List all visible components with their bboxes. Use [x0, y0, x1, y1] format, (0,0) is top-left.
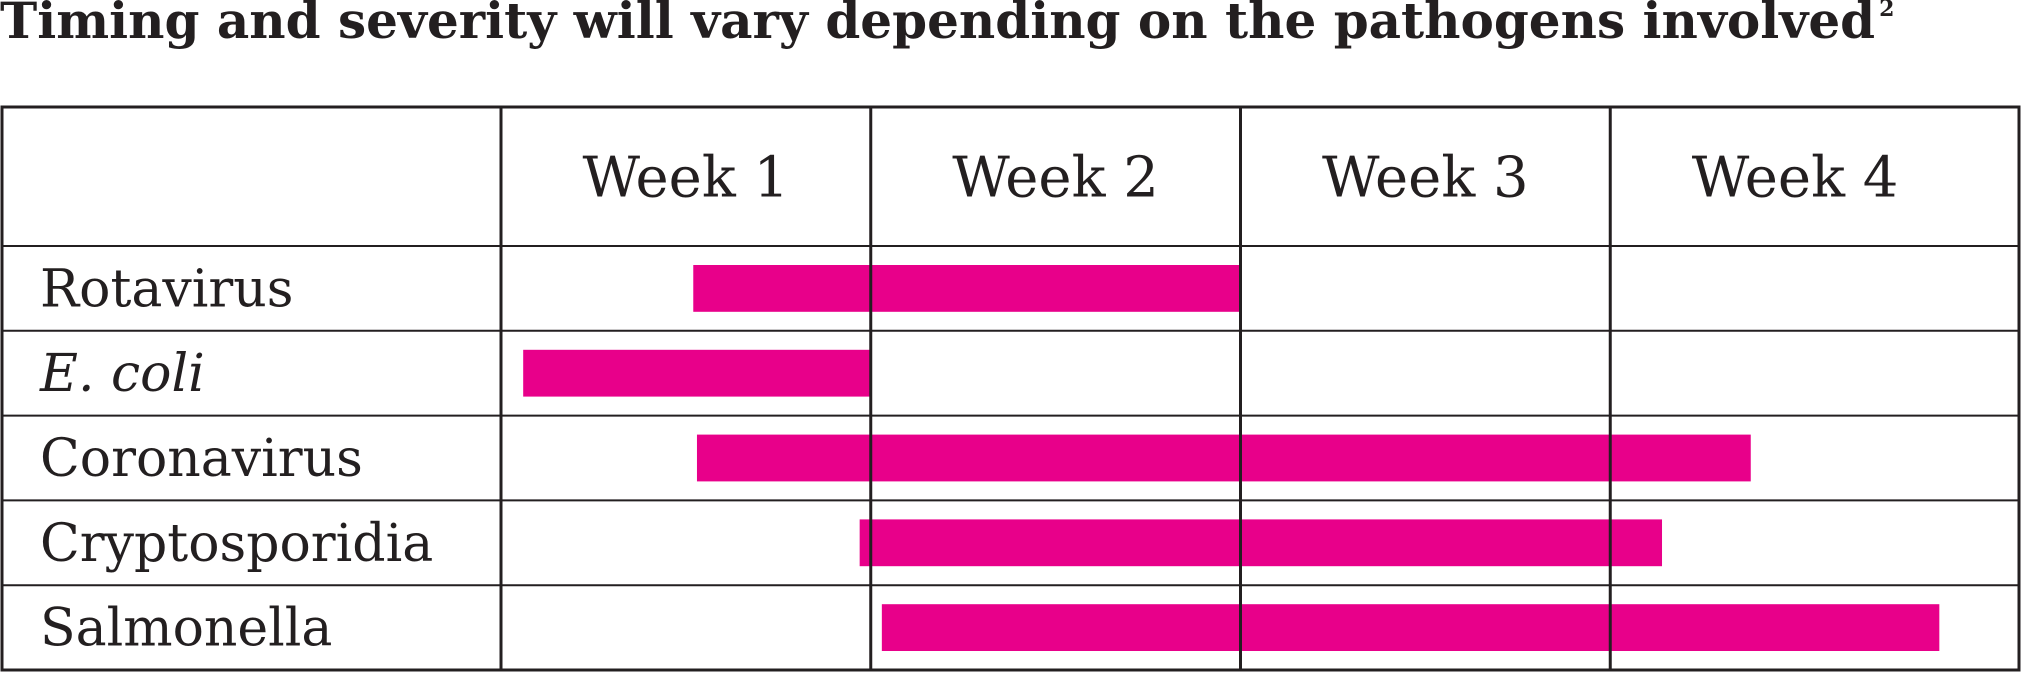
table-border — [0, 105, 2021, 672]
column-header-week-3: Week 3 — [1322, 146, 1529, 211]
chart-title-superscript: 2 — [1879, 0, 1894, 22]
labels-layer: Week 1 Week 2 Week 3 Week 4 Rotavirus E. coli… — [39, 146, 1898, 659]
row-label-salmonella: Salmonella — [40, 599, 332, 659]
column-header-week-1: Week 1 — [583, 146, 790, 211]
bar-cryptosporidia — [859, 519, 1663, 567]
bar-salmonella — [881, 604, 1940, 651]
row-label-cryptosporidia: Cryptosporidia — [40, 514, 433, 574]
bar-coronavirus — [696, 434, 1751, 482]
table-grid — [0, 105, 2021, 672]
column-header-week-2: Week 2 — [952, 146, 1159, 211]
column-header-week-4: Week 4 — [1692, 146, 1899, 211]
chart-title-main: Timing and severity will vary depending … — [0, 0, 1875, 50]
row-label-rotavirus: Rotavirus — [40, 259, 293, 319]
bar-e-coli — [523, 349, 871, 397]
bar-rotavirus — [693, 265, 1241, 312]
chart-title: Timing and severity will vary depending … — [0, 0, 1894, 50]
row-label-coronavirus: Coronavirus — [40, 429, 363, 489]
row-label-e-coli: E. coli — [39, 344, 205, 404]
bars-layer — [523, 265, 1940, 651]
